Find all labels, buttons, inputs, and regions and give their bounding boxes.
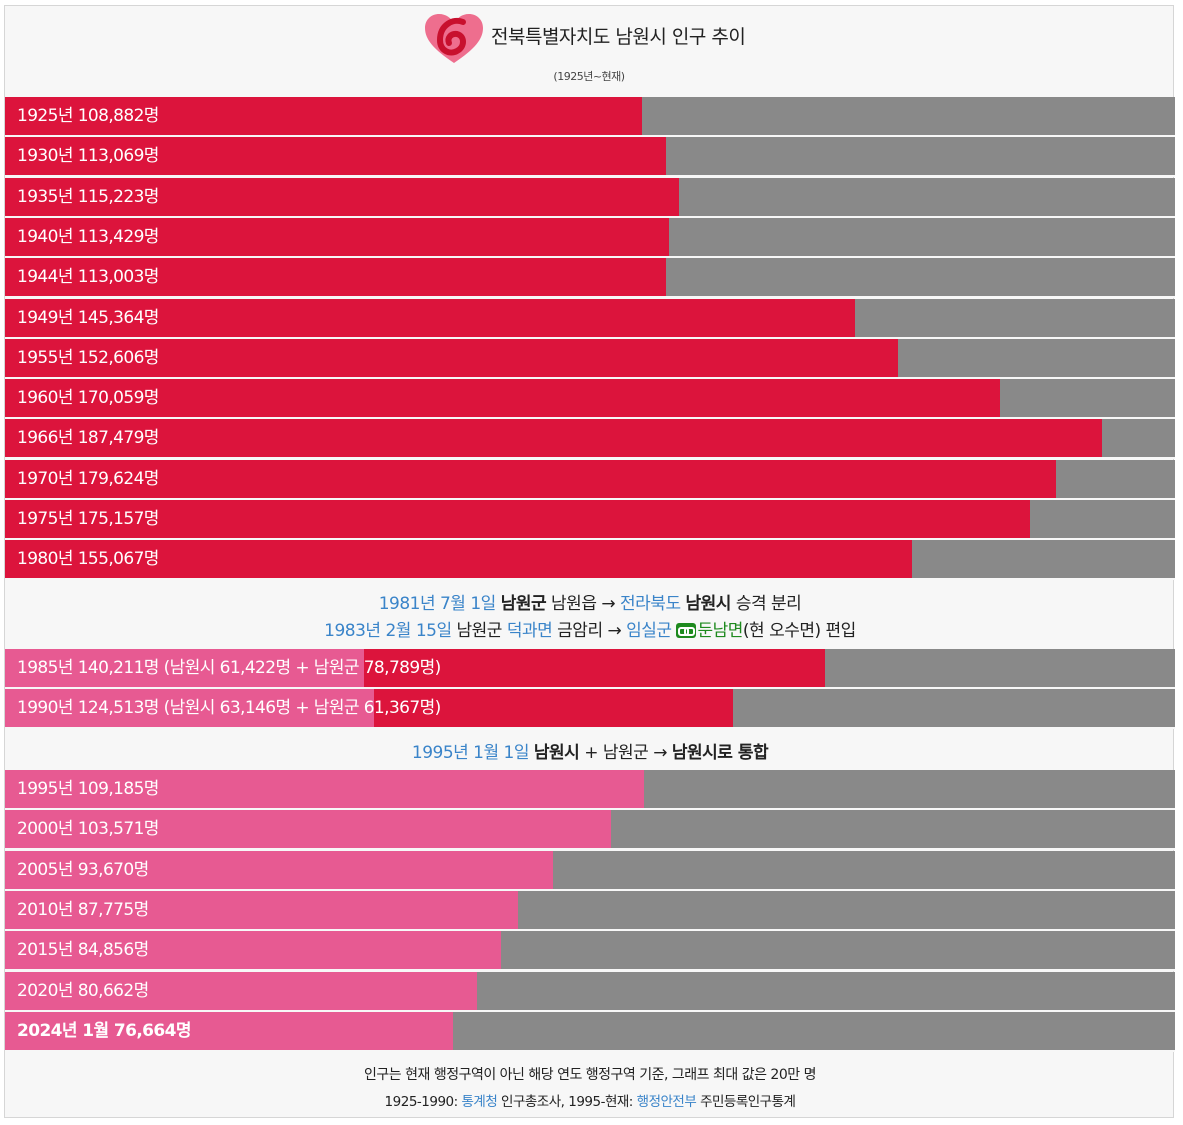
bar-row: 1930년 113,069명 (5, 137, 1175, 178)
bar-fill (5, 338, 898, 377)
bar-fill (5, 931, 501, 970)
bar-fill (5, 890, 518, 929)
bar-fill (5, 97, 642, 135)
bar-label: 1995년 109,185명 (17, 779, 159, 799)
bar-label: 2005년 93,670명 (17, 859, 149, 880)
bar-label: 1960년 170,059명 (17, 388, 159, 409)
bar-row: 1995년 109,185명 (5, 770, 1175, 810)
bar-fill (5, 298, 855, 337)
bar-fill (5, 540, 912, 579)
dunnam-myeon-link[interactable]: 둔남면 (676, 621, 743, 641)
namwon-logo-icon (425, 14, 483, 63)
deokgwa-myeon-link[interactable]: 덕과면 (506, 621, 553, 641)
bar-row: 1940년 113,429명 (5, 217, 1175, 258)
bar-label: 1955년 152,606명 (17, 347, 159, 368)
bar-row: 2024년 1월 76,664명 (5, 1011, 1175, 1052)
bar-row: 2015년 84,856명 (5, 931, 1175, 972)
bar-fill (5, 810, 611, 849)
bar-label: 1975년 175,157명 (17, 509, 159, 529)
bar-row: 1925년 108,882명 (5, 97, 1175, 137)
footer-note: 인구는 현재 행정구역이 아닌 해당 연도 행정구역 기준, 그래프 최대 값은… (364, 1067, 816, 1083)
note-1981-date-link[interactable]: 1981년 7월 1일 (378, 594, 497, 614)
bar-label: 1930년 113,069명 (17, 146, 159, 167)
jeollabuk-do-link[interactable]: 전라북도 (620, 594, 681, 614)
bar-row: 2010년 87,775명 (5, 890, 1175, 931)
bar-label: 1980년 155,067명 (17, 549, 159, 570)
ministry-interior-link[interactable]: 행정안전부 (636, 1094, 697, 1110)
bar-row: 1975년 175,157명 (5, 500, 1175, 540)
bar-fill (5, 1011, 453, 1050)
bar-label: 1925년 108,882명 (17, 106, 159, 126)
bar-label: 1935년 115,223명 (17, 186, 159, 207)
note-1995-date-link[interactable]: 1995년 1월 1일 (411, 743, 530, 763)
bar-row: 1970년 179,624명 (5, 459, 1175, 500)
bar-row: 1980년 155,067명 (5, 540, 1175, 581)
bar-fill (5, 500, 1030, 538)
external-link-icon (676, 623, 697, 638)
bar-row: 2000년 103,571명 (5, 810, 1175, 851)
bar-row: 1990년 124,513명 (남원시 63,146명 + 남원군 61,367… (5, 689, 1175, 730)
note-1995: 1995년 1월 1일 남원시 + 남원군 → 남원시로 통합 (411, 743, 769, 763)
bar-fill (5, 137, 666, 176)
bar-segment-namwon-si (5, 689, 374, 728)
bar-row: 1966년 187,479명 (5, 419, 1175, 460)
bar-label: 2000년 103,571명 (17, 819, 159, 840)
bar-label: 2015년 84,856명 (17, 940, 149, 961)
bar-row: 1949년 145,364명 (5, 298, 1175, 339)
bar-fill (5, 419, 1102, 458)
bar-label: 1985년 140,211명 (남원시 61,422명 + 남원군 78,789… (17, 658, 441, 678)
bar-fill (5, 258, 666, 297)
bar-segment-namwon-si (5, 649, 364, 687)
note-1981: 1981년 7월 1일 남원군 남원읍 → 전라북도 남원시 승격 분리 (378, 594, 802, 614)
statistics-korea-link[interactable]: 통계청 (461, 1094, 498, 1110)
bar-segment-namwon-gun (374, 689, 733, 728)
footer-sources: 1925-1990: 통계청 인구총조사, 1995-현재: 행정안전부 주민등… (384, 1094, 796, 1110)
bar-row: 1985년 140,211명 (남원시 61,422명 + 남원군 78,789… (5, 649, 1175, 689)
bar-label: 1944년 113,003명 (17, 267, 159, 288)
chart-subtitle: (1925년~현재) (553, 70, 625, 83)
bar-label: 1940년 113,429명 (17, 226, 159, 247)
bar-row: 1944년 113,003명 (5, 258, 1175, 299)
bar-row: 2005년 93,670명 (5, 850, 1175, 891)
bar-row: 1955년 152,606명 (5, 338, 1175, 379)
bar-fill (5, 177, 679, 216)
bar-label: 1990년 124,513명 (남원시 63,146명 + 남원군 61,367… (17, 698, 441, 719)
bar-fill (5, 850, 553, 889)
bar-segment-namwon-gun (364, 649, 825, 687)
note-1983: 1983년 2월 15일 남원군 덕과면 금암리 → 임실군 둔남면(현 오수면… (324, 621, 856, 641)
bar-label: 1949년 145,364명 (17, 307, 159, 328)
bar-label: 2024년 1월 76,664명 (17, 1020, 192, 1041)
chart-frame: 전북특별자치도 남원시 인구 추이 (1925년~현재) 1981년 7월 1일… (4, 5, 1175, 1118)
bar-label: 1966년 187,479명 (17, 428, 159, 449)
note-1983-date-link[interactable]: 1983년 2월 15일 (324, 621, 452, 641)
bar-label: 1970년 179,624명 (17, 468, 159, 489)
bar-fill (5, 770, 644, 808)
chart-header: 전북특별자치도 남원시 인구 추이 (1925년~현재) (5, 6, 1173, 97)
chart-title: 전북특별자치도 남원시 인구 추이 (491, 26, 746, 48)
imsil-gun-link[interactable]: 임실군 (626, 621, 672, 641)
bar-fill (5, 971, 477, 1010)
bar-row: 1960년 170,059명 (5, 379, 1175, 420)
bar-fill (5, 379, 1000, 418)
bar-label: 2020년 80,662명 (17, 980, 149, 1001)
bar-fill (5, 459, 1056, 498)
bar-row: 2020년 80,662명 (5, 971, 1175, 1012)
bar-row: 1935년 115,223명 (5, 177, 1175, 218)
bar-label: 2010년 87,775명 (17, 899, 149, 920)
bar-fill (5, 217, 669, 256)
